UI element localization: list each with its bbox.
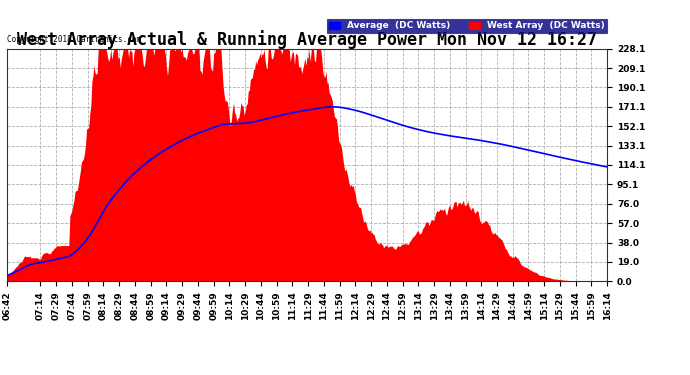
Text: Copyright 2018 Cartronics.com: Copyright 2018 Cartronics.com <box>7 35 141 44</box>
Legend: Average  (DC Watts), West Array  (DC Watts): Average (DC Watts), West Array (DC Watts… <box>326 18 607 33</box>
Title: West Array Actual & Running Average Power Mon Nov 12 16:27: West Array Actual & Running Average Powe… <box>17 30 597 49</box>
